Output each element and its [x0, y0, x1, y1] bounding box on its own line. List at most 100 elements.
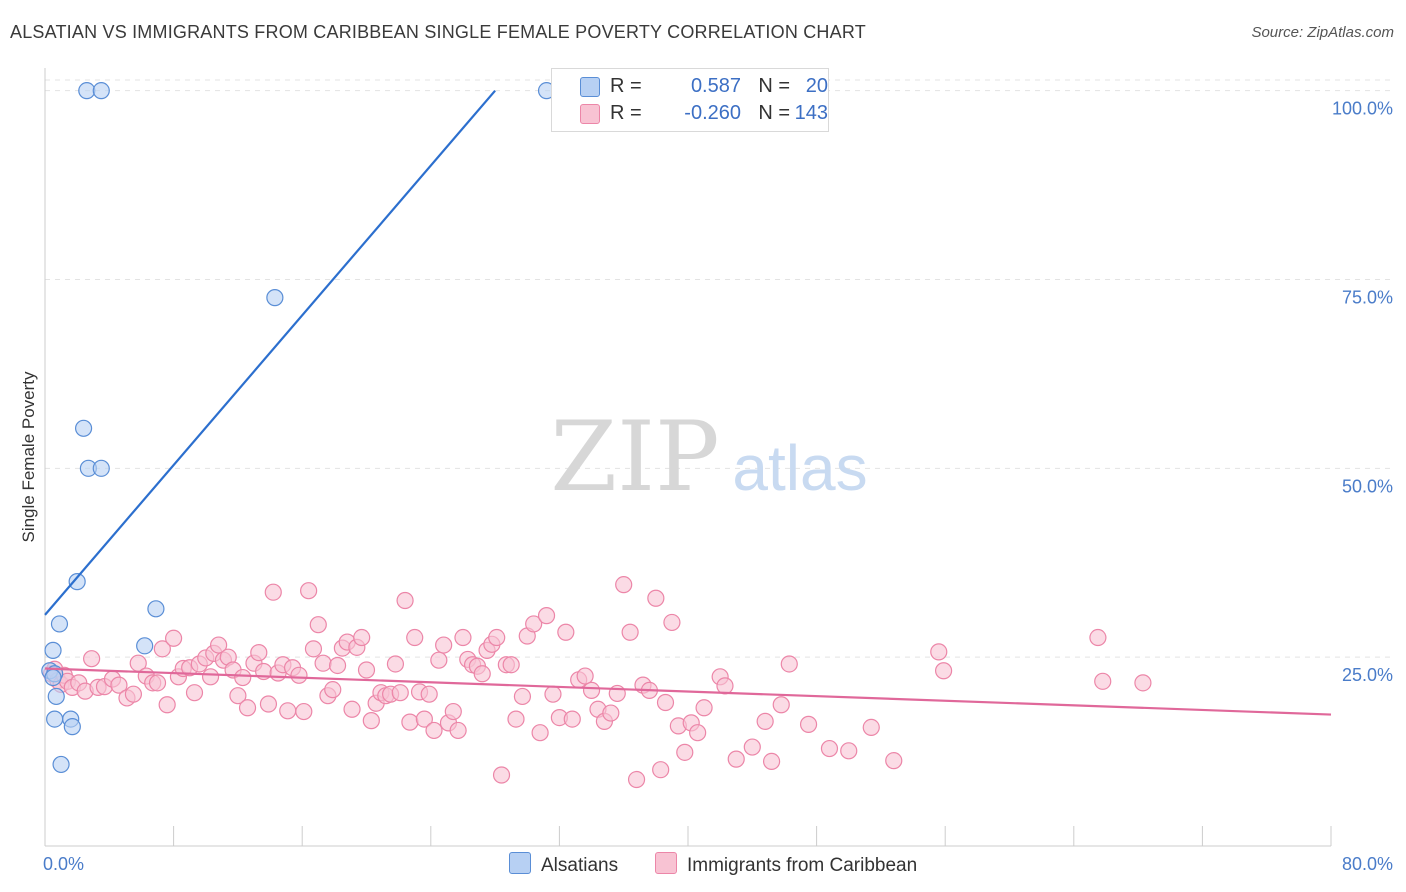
caribbean-point — [576, 667, 594, 685]
caribbean-point — [602, 704, 620, 722]
caribbean-point — [492, 766, 511, 784]
x-tick-label-min: 0.0% — [43, 854, 84, 874]
y-tick-label: 50.0% — [1342, 476, 1393, 496]
caribbean-point — [820, 739, 839, 758]
caribbean-point — [582, 681, 601, 700]
caribbean-point — [862, 718, 880, 737]
caribbean-point — [420, 685, 438, 703]
caribbean-point — [1134, 674, 1152, 692]
caribbean-point — [309, 616, 327, 634]
caribbean-point — [415, 710, 433, 728]
caribbean-point — [885, 752, 903, 770]
caribbean-point — [930, 643, 948, 661]
caribbean-point — [727, 750, 745, 768]
caribbean-point — [304, 640, 323, 658]
caribbean-point — [537, 607, 556, 625]
alsatian-point — [147, 600, 165, 618]
caribbean-point — [488, 628, 506, 647]
legend-swatch-blue — [580, 77, 600, 97]
caribbean-point — [328, 656, 347, 675]
caribbean-point — [507, 710, 525, 728]
caribbean-point — [762, 752, 781, 771]
bottom-legend-caribbean: Immigrants from Caribbean — [655, 852, 917, 877]
caribbean-point — [756, 712, 774, 730]
caribbean-point — [840, 742, 858, 760]
chart-title: ALSATIAN VS IMMIGRANTS FROM CARIBBEAN SI… — [10, 22, 866, 42]
legend-swatch-pink — [580, 104, 600, 124]
alsatian-point — [46, 710, 64, 728]
alsatian-trend-line — [44, 89, 496, 616]
caribbean-point — [110, 676, 128, 694]
alsatian-point — [47, 687, 65, 706]
caribbean-point — [1094, 672, 1112, 690]
legend-r-label: R = — [610, 102, 642, 124]
caribbean-point — [386, 655, 405, 673]
caribbean-point — [324, 681, 342, 699]
legend-n-label: N = — [758, 75, 790, 97]
caribbean-trend-line — [44, 667, 1332, 716]
y-tick-label: 75.0% — [1342, 287, 1393, 307]
alsatian-point — [92, 459, 110, 477]
caribbean-point — [250, 644, 268, 662]
caribbean-point — [83, 650, 101, 668]
caribbean-point — [449, 721, 467, 740]
caribbean-point — [357, 661, 376, 679]
bottom-legend-label: Immigrants from Caribbean — [687, 855, 918, 876]
caribbean-point — [663, 613, 681, 632]
alsatian-point — [63, 718, 81, 736]
caribbean-point — [934, 662, 953, 680]
caribbean-point — [780, 655, 798, 673]
caribbean-point — [444, 702, 462, 721]
grid-lines — [45, 79, 1392, 658]
watermark-atlas: atlas — [732, 432, 867, 504]
caribbean-point — [238, 699, 257, 717]
caribbean-point — [716, 677, 734, 695]
bottom-legend-swatch-pink — [655, 852, 677, 874]
caribbean-point — [473, 665, 491, 683]
caribbean-point — [615, 576, 633, 594]
caribbean-point — [362, 712, 380, 730]
legend-n-value: 143 — [794, 102, 828, 124]
caribbean-point — [647, 589, 665, 607]
caribbean-point — [557, 623, 575, 641]
alsatian-point — [136, 637, 154, 655]
caribbean-point — [153, 640, 171, 658]
caribbean-point — [124, 685, 143, 703]
caribbean-point — [290, 666, 308, 684]
y-tick-labels: 25.0% 50.0% 75.0% 100.0% — [1332, 99, 1393, 686]
caribbean-point — [300, 582, 318, 600]
y-axis-label: Single Female Poverty — [19, 371, 38, 543]
bottom-legend-swatch-blue — [509, 852, 531, 874]
legend-r-value: -0.260 — [684, 102, 741, 124]
caribbean-point — [264, 583, 282, 601]
caribbean-point — [563, 710, 581, 728]
caribbean-point — [656, 693, 675, 712]
caribbean-point — [621, 623, 639, 641]
caribbean-point — [435, 636, 453, 654]
bottom-legend-label: Alsatians — [541, 855, 619, 876]
y-tick-label: 100.0% — [1332, 99, 1393, 119]
x-tick-label-max: 80.0% — [1342, 854, 1393, 874]
caribbean-point — [502, 656, 520, 674]
alsatian-point — [92, 82, 110, 100]
alsatian-point — [44, 641, 62, 659]
x-axis-ticks — [173, 826, 1332, 846]
caribbean-point — [454, 628, 472, 647]
caribbean-point — [165, 629, 183, 647]
correlation-legend: R = 0.587 N = 20 R = -0.260 N = 143 — [551, 68, 829, 132]
caribbean-point — [279, 702, 297, 720]
caribbean-point — [396, 591, 414, 610]
y-tick-label: 25.0% — [1342, 665, 1393, 685]
caribbean-point — [314, 654, 332, 672]
caribbean-point — [513, 687, 532, 706]
caribbean-point — [1089, 628, 1107, 647]
alsatian-point — [50, 615, 69, 633]
caribbean-point — [772, 696, 790, 714]
caribbean-point — [158, 696, 176, 714]
caribbean-point — [627, 770, 646, 789]
caribbean-point — [652, 761, 670, 779]
caribbean-points — [42, 576, 1152, 789]
caribbean-point — [148, 674, 167, 692]
caribbean-point — [430, 651, 448, 669]
